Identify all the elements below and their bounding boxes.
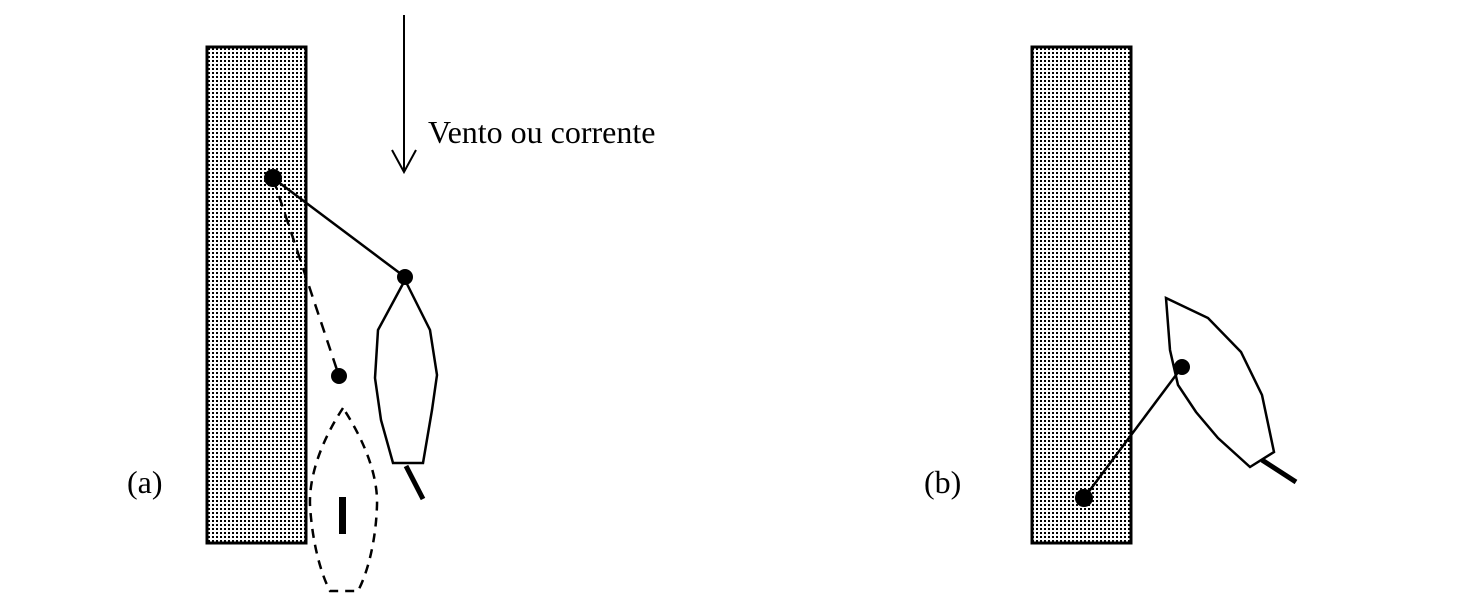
boat-final-rudder <box>403 464 426 501</box>
boat-final <box>373 277 439 501</box>
boat-b-rudder <box>1260 457 1298 485</box>
bollard-point-b <box>1075 489 1093 507</box>
pier-a <box>205 45 308 545</box>
bollard-point-a <box>264 169 282 187</box>
boat-bow-point-initial <box>331 368 347 384</box>
boat-initial-dashed <box>308 405 379 593</box>
mooring-line-b <box>1082 366 1184 499</box>
panel-a-label: (a) <box>127 464 163 500</box>
boat-initial-mark <box>339 497 346 534</box>
boat-attach-point-b <box>1174 359 1190 375</box>
boat-bow-point-a <box>397 269 413 285</box>
panel-a: Vento ou corrente (a) <box>127 15 655 593</box>
mooring-line-a <box>272 177 406 278</box>
arrow-label: Vento ou corrente <box>428 114 655 150</box>
panel-b: (b) <box>924 45 1298 545</box>
wind-current-arrow <box>391 15 417 175</box>
pier-b <box>1030 45 1133 545</box>
boat-b <box>1164 295 1298 485</box>
mooring-line-initial-dashed <box>271 177 341 377</box>
panel-b-label: (b) <box>924 464 961 500</box>
